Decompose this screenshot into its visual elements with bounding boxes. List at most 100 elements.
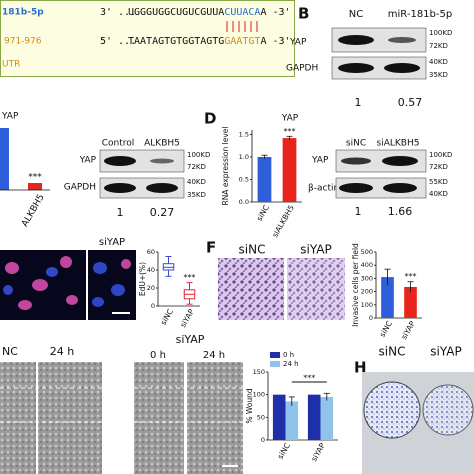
y-tick-label: 0 bbox=[261, 436, 265, 444]
band bbox=[384, 63, 420, 73]
x-tick-label: siYAP bbox=[399, 319, 417, 341]
y-axis-label: EdU+(%) bbox=[138, 262, 147, 296]
time-label: 0 h bbox=[150, 350, 166, 361]
chart-title: YAP bbox=[1, 112, 19, 122]
band bbox=[104, 183, 136, 193]
quant: 1 bbox=[117, 206, 124, 219]
transwell-image bbox=[287, 258, 345, 320]
utr-seed: GAATGT bbox=[224, 36, 260, 47]
significance: *** bbox=[28, 173, 42, 183]
panel-label: D bbox=[204, 110, 216, 128]
cropped-bar bbox=[0, 128, 9, 190]
image-label: siYAP bbox=[99, 237, 125, 248]
band bbox=[338, 35, 374, 45]
x-tick-label: siNC bbox=[378, 320, 394, 339]
mirna-end3: A -3' bbox=[260, 7, 290, 18]
y-axis-label: Invasive cells per field bbox=[351, 243, 360, 327]
utr-end5: 5' ... bbox=[100, 36, 136, 47]
marker: 72KD bbox=[429, 42, 448, 50]
quant: 1 bbox=[355, 96, 362, 109]
marker: 35KD bbox=[429, 71, 448, 79]
y-tick-label: 60 bbox=[147, 248, 155, 256]
blot bbox=[99, 149, 185, 173]
marker: 35KD bbox=[187, 191, 206, 199]
band bbox=[341, 157, 371, 165]
nuclei bbox=[3, 267, 58, 295]
marker: 55KD bbox=[429, 178, 448, 186]
wound-image bbox=[0, 362, 36, 474]
y-tick-label: 40 bbox=[147, 266, 155, 274]
y-axis-label: RNA expression level bbox=[221, 126, 230, 205]
x-tick-label: siALKBH5 bbox=[270, 203, 296, 239]
marker: 100KD bbox=[429, 151, 452, 159]
bar bbox=[320, 396, 334, 440]
row-label: β-actin bbox=[308, 184, 339, 194]
legend-label: 0 h bbox=[283, 351, 294, 359]
y-tick-label: 500 bbox=[361, 248, 373, 256]
legend-swatch bbox=[270, 361, 280, 367]
x-tick-label: siNC bbox=[276, 442, 292, 461]
bar bbox=[307, 394, 321, 440]
band bbox=[146, 183, 178, 193]
band bbox=[150, 158, 174, 164]
marker: 72KD bbox=[429, 163, 448, 171]
y-tick-label: 0.0 bbox=[239, 198, 249, 206]
y-tick-label: 400 bbox=[361, 261, 373, 269]
utr-end3: A -3' bbox=[260, 36, 290, 47]
image-label: siYAP bbox=[430, 345, 461, 359]
lane-label: siALKBH5 bbox=[377, 139, 420, 149]
x-tick-label: siNC bbox=[159, 308, 175, 327]
panel-label: B bbox=[298, 5, 309, 23]
band bbox=[383, 183, 417, 193]
band bbox=[338, 63, 374, 73]
utr-seq: TAATAGTGTGGTAGTGGAATGTA -3' bbox=[128, 36, 291, 47]
mirna-seq-part: UGGGUGGCUGUCGUUA bbox=[128, 7, 224, 18]
lane-label: siNC bbox=[346, 139, 366, 149]
sequence-box bbox=[0, 0, 295, 77]
group-label: NC bbox=[2, 345, 18, 358]
bar bbox=[404, 286, 417, 318]
row-label: YAP bbox=[79, 156, 97, 166]
band bbox=[104, 156, 136, 166]
blot bbox=[335, 149, 427, 173]
lane-label: NC bbox=[349, 9, 363, 20]
mirna-name: 181b-5p bbox=[2, 8, 44, 18]
blot bbox=[331, 56, 427, 80]
y-tick-label: 150 bbox=[253, 368, 265, 376]
y-tick-label: 200 bbox=[361, 288, 373, 296]
dish bbox=[422, 384, 474, 436]
bar bbox=[381, 277, 394, 318]
chart-title: YAP bbox=[281, 114, 299, 124]
blot bbox=[335, 177, 427, 199]
band bbox=[388, 37, 416, 43]
marker: 40KD bbox=[429, 190, 448, 198]
panel-label: F bbox=[206, 239, 216, 257]
y-tick-label: 100 bbox=[253, 391, 265, 399]
row-label: YAP bbox=[311, 156, 329, 166]
image-label: siYAP bbox=[300, 243, 331, 257]
y-tick-label: 20 bbox=[147, 284, 155, 292]
wound-image bbox=[134, 362, 184, 474]
y-tick-label: 0 bbox=[151, 302, 155, 310]
wound-image bbox=[38, 362, 102, 474]
y-tick-label: 1.0 bbox=[239, 153, 249, 161]
category-label: ALKBH5 bbox=[20, 193, 47, 229]
bar bbox=[257, 157, 272, 202]
y-tick-label: 1.5 bbox=[239, 131, 249, 139]
cropped-bar bbox=[28, 183, 42, 190]
mirna-end5: 3' ... bbox=[100, 7, 136, 18]
quant: 1 bbox=[355, 205, 362, 218]
legend-label: 24 h bbox=[283, 360, 299, 368]
mirna-seed: CUUACA bbox=[224, 7, 260, 18]
bar bbox=[272, 394, 286, 440]
quant: 0.27 bbox=[150, 206, 175, 219]
significance: *** bbox=[303, 374, 315, 383]
transwell-image bbox=[218, 258, 284, 320]
bar bbox=[282, 138, 297, 202]
time-label: 24 h bbox=[50, 345, 74, 358]
band bbox=[382, 156, 418, 166]
image-label: siNC bbox=[239, 243, 266, 257]
x-tick-label: siYAP bbox=[178, 307, 196, 329]
significance: *** bbox=[184, 273, 196, 282]
